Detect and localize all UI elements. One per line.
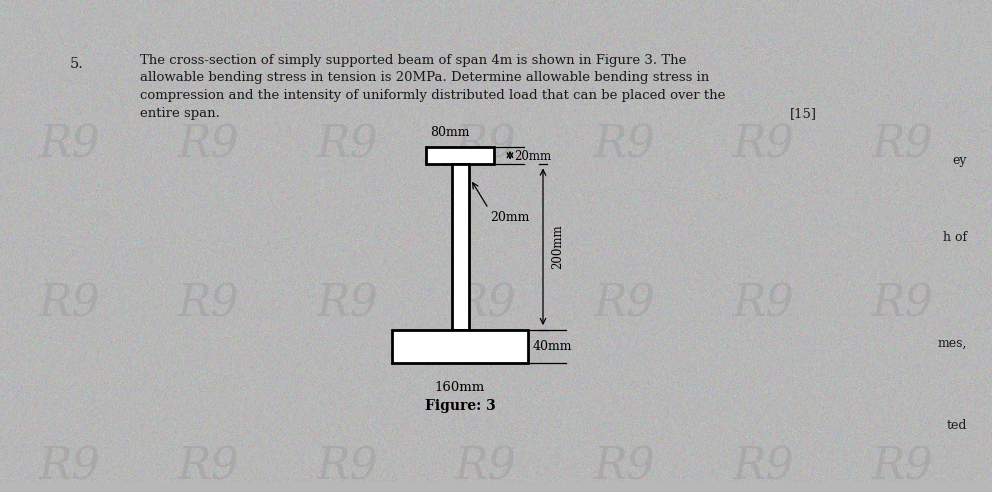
Text: R9: R9: [872, 446, 933, 489]
Text: R9: R9: [316, 123, 378, 166]
Text: 20mm: 20mm: [490, 211, 530, 223]
Text: R9: R9: [872, 123, 933, 166]
Text: R9: R9: [39, 123, 100, 166]
Text: 5.: 5.: [70, 57, 84, 71]
Text: R9: R9: [178, 123, 239, 166]
Text: R9: R9: [316, 446, 378, 489]
Text: R9: R9: [178, 282, 239, 325]
Bar: [451, 163, 468, 330]
Text: R9: R9: [455, 446, 517, 489]
Text: 80mm: 80mm: [431, 126, 470, 139]
Bar: [392, 330, 528, 363]
Text: 200mm: 200mm: [551, 224, 564, 269]
Text: R9: R9: [594, 446, 656, 489]
Text: 20mm: 20mm: [514, 150, 552, 162]
Text: 160mm: 160mm: [434, 381, 485, 394]
Text: R9: R9: [316, 282, 378, 325]
Text: R9: R9: [39, 446, 100, 489]
Text: [15]: [15]: [790, 107, 817, 120]
Text: R9: R9: [733, 446, 795, 489]
Text: ey: ey: [952, 154, 967, 167]
Text: R9: R9: [733, 123, 795, 166]
Text: R9: R9: [178, 446, 239, 489]
Text: R9: R9: [594, 123, 656, 166]
Text: allowable bending stress in tension is 20MPa. Determine allowable bending stress: allowable bending stress in tension is 2…: [140, 71, 709, 85]
Text: The cross-section of simply supported beam of span 4m is shown in Figure 3. The: The cross-section of simply supported be…: [140, 54, 686, 67]
Text: R9: R9: [872, 282, 933, 325]
Bar: [426, 147, 494, 163]
Text: entire span.: entire span.: [140, 107, 220, 120]
Text: mes,: mes,: [937, 337, 967, 350]
Text: h of: h of: [943, 231, 967, 244]
Text: R9: R9: [455, 282, 517, 325]
Text: Figure: 3: Figure: 3: [425, 399, 495, 413]
Text: R9: R9: [733, 282, 795, 325]
Text: compression and the intensity of uniformly distributed load that can be placed o: compression and the intensity of uniform…: [140, 89, 725, 102]
Text: ted: ted: [946, 419, 967, 432]
Text: R9: R9: [594, 282, 656, 325]
Text: R9: R9: [39, 282, 100, 325]
Text: 40mm: 40mm: [533, 340, 572, 353]
Text: R9: R9: [455, 123, 517, 166]
